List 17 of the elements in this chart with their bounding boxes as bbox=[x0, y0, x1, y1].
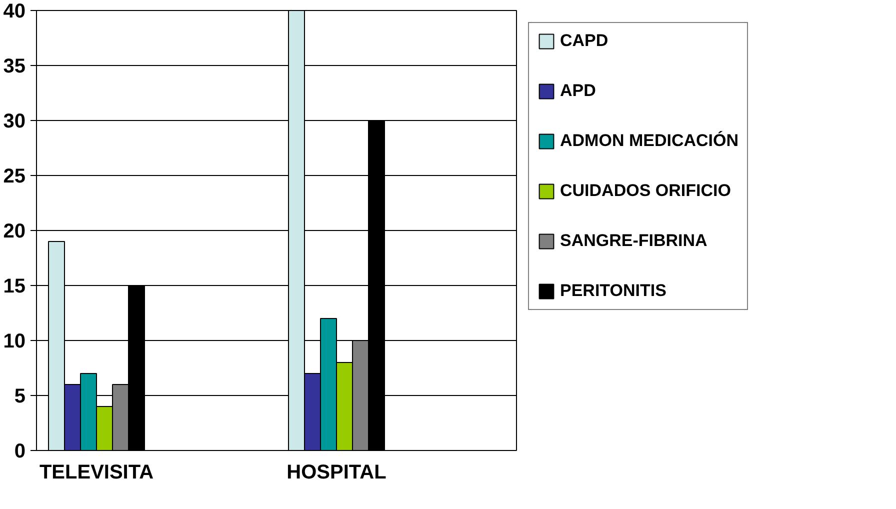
y-tick-label: 30 bbox=[3, 110, 26, 132]
legend-label: APD bbox=[560, 81, 596, 101]
legend-label: CAPD bbox=[560, 31, 608, 51]
legend-label: SANGRE-FIBRINA bbox=[560, 231, 708, 251]
y-tick-label: 35 bbox=[3, 56, 26, 78]
x-tick-label: HOSPITAL bbox=[286, 462, 386, 484]
y-tick-label: 25 bbox=[3, 166, 26, 188]
legend-label: CUIDADOS ORIFICIO bbox=[560, 181, 731, 201]
x-tick-label: TELEVISITA bbox=[39, 462, 154, 484]
y-tick-label: 0 bbox=[14, 440, 26, 462]
y-tick-label: 20 bbox=[3, 220, 26, 242]
y-tick-label: 15 bbox=[3, 276, 26, 298]
legend-label: ADMON MEDICACIÓN bbox=[560, 131, 738, 151]
y-tick-label: 10 bbox=[3, 330, 26, 352]
y-tick-label: 40 bbox=[3, 0, 26, 22]
legend-label: PERITONITIS bbox=[560, 281, 666, 301]
y-tick-label: 5 bbox=[14, 386, 26, 408]
